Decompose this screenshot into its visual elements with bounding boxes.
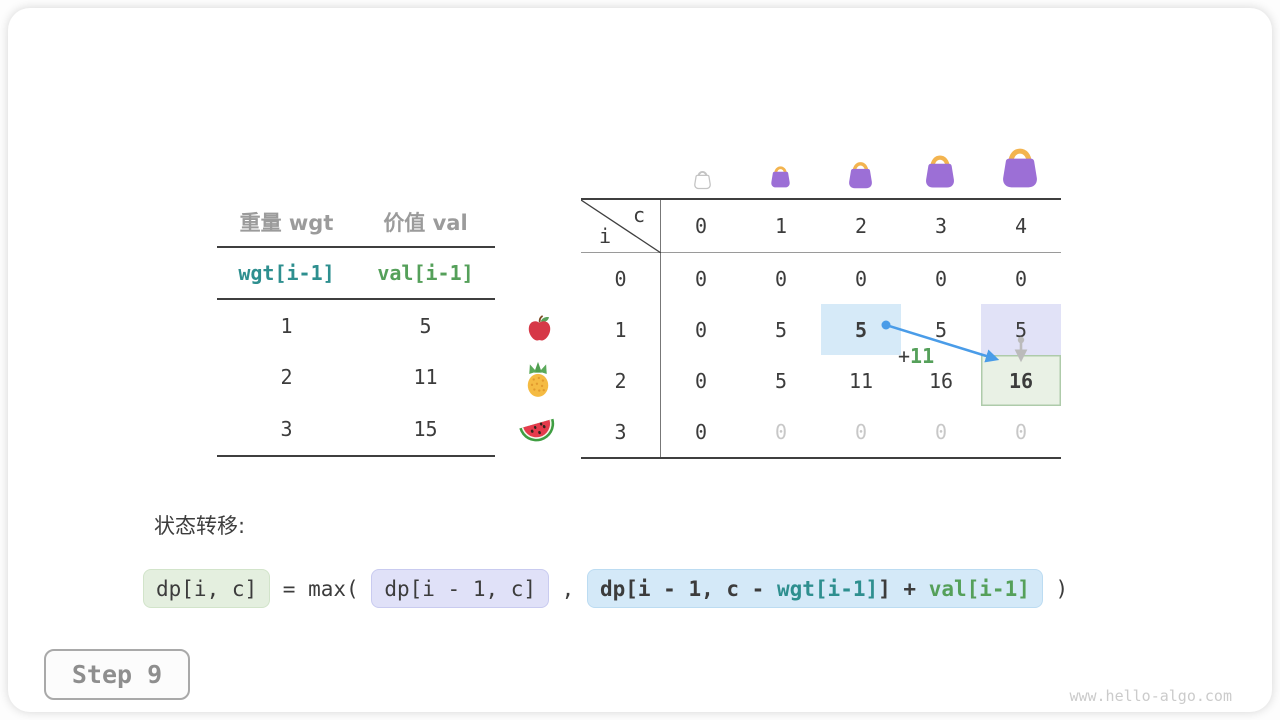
corner-col-var: c: [632, 203, 645, 227]
formula-close-paren: ): [1042, 576, 1069, 601]
dp-cell-0-0: 0: [694, 266, 708, 291]
formula-lhs-chip: dp[i, c]: [143, 569, 271, 608]
state-transition-formula: dp[i, c] = max( dp[i - 1, c] , dp[i - 1,…: [143, 569, 1068, 608]
dp-cell-2-1: 5: [774, 368, 788, 393]
option2-mid: ] +: [878, 576, 929, 601]
bag-lg-icon: [997, 141, 1043, 194]
dp-col-header-2: 2: [854, 214, 868, 238]
figure-card: 重量 wgt 价值 val wgt[i-1] val[i-1] 1 5 2 11…: [8, 8, 1272, 712]
dp-cell-2-3: 16: [928, 368, 954, 393]
dp-cell-1-0: 0: [694, 317, 708, 342]
item-3-val: 15: [413, 416, 438, 441]
transition-annotation: +11: [898, 344, 934, 368]
dp-col-header-4: 4: [1014, 214, 1028, 238]
dp-cell-3-3: 0: [934, 419, 948, 444]
dp-cell-3-4: 0: [1014, 419, 1028, 444]
dp-row-header-1: 1: [581, 304, 661, 355]
dp-cell-3-0: 0: [694, 419, 708, 444]
formula-label: 状态转移:: [154, 514, 246, 538]
dp-cell-2-2: 11: [848, 368, 874, 393]
formula-operator: = max(: [270, 576, 372, 601]
dp-table: c i 0 1 2 3 4 0 0 0 0 0 0 1 0 5: [581, 198, 1061, 459]
option2-wgt-term: wgt[i-1]: [776, 576, 879, 601]
formula-option2-chip: dp[i - 1, c - wgt[i-1]] + val[i-1]: [586, 569, 1043, 608]
items-col-header-wgt: 重量 wgt: [239, 211, 334, 235]
items-row-3: 3 15: [217, 403, 495, 455]
bag-ghost-icon: [692, 167, 713, 194]
dp-cell-1-1: 5: [774, 317, 788, 342]
formula-option1-chip: dp[i - 1, c]: [371, 569, 550, 608]
dp-cell-0-4: 0: [1014, 266, 1028, 291]
apple-icon: [525, 313, 554, 347]
dp-cell-2-4-result-highlight: 16: [981, 355, 1061, 406]
items-index-wgt: wgt[i-1]: [238, 261, 335, 285]
option2-prefix: dp[i - 1, c -: [599, 576, 777, 601]
watermark: www.hello-algo.com: [1069, 687, 1232, 705]
dp-cell-1-2-source-highlight: 5: [821, 304, 901, 355]
dp-cell-0-3: 0: [934, 266, 948, 291]
items-index-val: val[i-1]: [377, 261, 474, 285]
item-1-wgt: 1: [280, 313, 293, 338]
items-header-row: 重量 wgt 价值 val: [217, 198, 495, 248]
dp-col-header-1: 1: [774, 214, 788, 238]
dp-cell-1-4-compare-highlight: 5: [981, 304, 1061, 355]
dp-col-header-3: 3: [934, 214, 948, 238]
dp-row-2: 2 0 5 11 16 16: [581, 355, 1061, 406]
option2-val-term: val[i-1]: [928, 576, 1030, 601]
bag-xs-icon: [768, 162, 793, 193]
dp-cell-3-2: 0: [854, 419, 868, 444]
item-2-val: 11: [413, 365, 438, 390]
dp-cell-0-2: 0: [854, 266, 868, 291]
bag-md-icon: [921, 149, 959, 194]
dp-row-header-3: 3: [581, 406, 661, 457]
items-col-header-val: 价值 val: [383, 211, 468, 235]
watermelon-icon: [517, 411, 557, 449]
corner-row-var: i: [599, 224, 612, 248]
corner-diagonal-line: [581, 200, 661, 253]
items-table: 重量 wgt 价值 val wgt[i-1] val[i-1] 1 5 2 11…: [217, 198, 495, 457]
dp-header-row: c i 0 1 2 3 4: [581, 200, 1061, 253]
dp-cell-3-1: 0: [774, 419, 788, 444]
dp-corner-cell: c i: [581, 200, 661, 253]
items-row-2: 2 11: [217, 352, 495, 404]
dp-col-header-0: 0: [694, 214, 708, 238]
items-index-row: wgt[i-1] val[i-1]: [217, 248, 495, 300]
step-badge: Step 9: [44, 649, 190, 700]
dp-cell-0-1: 0: [774, 266, 788, 291]
item-1-val: 5: [419, 313, 432, 338]
items-row-1: 1 5: [217, 300, 495, 352]
annotation-value: 11: [910, 344, 935, 368]
dp-row-header-0: 0: [581, 253, 661, 304]
dp-row-3: 3 0 0 0 0 0: [581, 406, 1061, 457]
annotation-plus: +: [898, 344, 911, 368]
dp-row-1: 1 0 5 5 5 5: [581, 304, 1061, 355]
dp-cell-2-0: 0: [694, 368, 708, 393]
item-3-wgt: 3: [280, 416, 293, 441]
dp-row-0: 0 0 0 0 0 0: [581, 253, 1061, 304]
bag-sm-icon: [845, 157, 876, 194]
item-2-wgt: 2: [280, 365, 293, 390]
pineapple-icon: [522, 361, 554, 402]
dp-row-header-2: 2: [581, 355, 661, 406]
formula-comma: ,: [549, 576, 587, 601]
